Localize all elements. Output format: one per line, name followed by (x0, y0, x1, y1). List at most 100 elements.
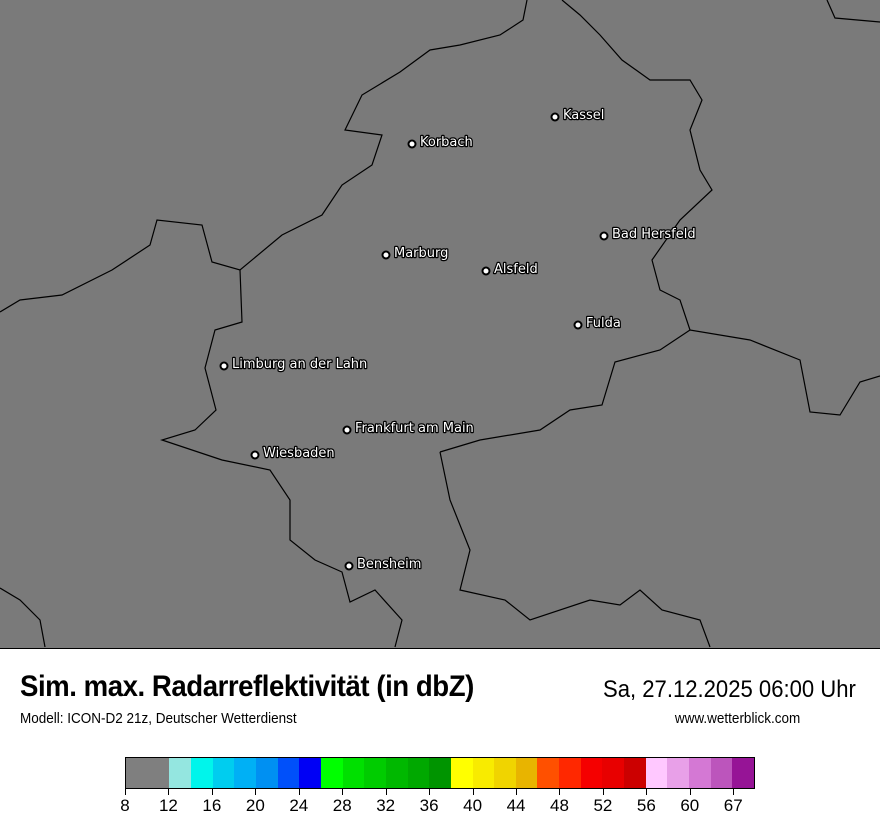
tick-mark (733, 789, 735, 795)
city-label: Fulda (586, 316, 621, 331)
tick-mark (168, 789, 170, 795)
tick-label: 8 (120, 796, 130, 815)
colorbar (125, 757, 755, 789)
border-north-west (0, 0, 528, 313)
city-dot-icon (342, 425, 352, 435)
city-dot-icon (344, 561, 354, 571)
colorbar-segment (667, 758, 690, 788)
tick-label: 24 (289, 796, 309, 815)
city-label: Bad Hersfeld (612, 227, 696, 242)
colorbar-segment (602, 758, 625, 788)
colorbar-segment (645, 758, 668, 788)
city-label: Alsfeld (494, 262, 538, 277)
city-dot-icon (550, 112, 560, 122)
colorbar-segment (624, 758, 646, 788)
city-dot-icon (481, 266, 491, 276)
border-south-east (439, 451, 711, 648)
map-svg: Kassel Korbach Bad Hersfeld Marburg Alsfeld F… (0, 0, 880, 648)
website-link[interactable]: www.wetterblick.com (674, 710, 800, 727)
colorbar-segment (169, 758, 191, 788)
colorbar-segment (689, 758, 711, 788)
tick-mark (602, 789, 604, 795)
tick-mark (472, 789, 474, 795)
tick-mark (385, 789, 387, 795)
city-bensheim: Bensheim (344, 556, 423, 573)
city-wiesbaden: Wiesbaden (250, 445, 336, 462)
tick-label: 12 (158, 796, 178, 815)
colorbar-segment (515, 758, 538, 788)
colorbar-segment (580, 758, 603, 788)
border-west (160, 269, 403, 648)
border-south-west (0, 587, 46, 648)
tick-label: 28 (332, 796, 352, 815)
colorbar-segment (299, 758, 321, 788)
tick-label: 56 (636, 796, 656, 815)
city-label: Korbach (420, 135, 473, 150)
city-label: Marburg (394, 246, 448, 261)
colorbar-segment (234, 758, 256, 788)
tick-label: 48 (550, 796, 569, 815)
city-alsfeld: Alsfeld (481, 261, 539, 278)
colorbar-segment (407, 758, 430, 788)
city-limburg-an-der-lahn: Limburg an der Lahn (219, 356, 369, 373)
map-title: Sim. max. Radarreflektivität (in dbZ) (20, 670, 474, 703)
colorbar-segment (364, 758, 386, 788)
colorbar-segment (255, 758, 278, 788)
tick-label: 44 (506, 796, 526, 815)
tick-label: 32 (376, 796, 396, 815)
city-dot-icon (573, 320, 583, 330)
model-info: Modell: ICON-D2 21z, Deutscher Wetterdie… (20, 710, 297, 727)
colorbar-segment (320, 758, 343, 788)
colorbar-segment (710, 758, 733, 788)
city-label: Limburg an der Lahn (232, 357, 367, 372)
colorbar-segment (450, 758, 473, 788)
border-east (561, 0, 713, 331)
tick-label: 40 (463, 796, 483, 815)
colorbar-segment (385, 758, 408, 788)
tick-label: 60 (680, 796, 700, 815)
tick-mark (429, 789, 431, 795)
city-dot-icon (407, 139, 417, 149)
city-frankfurt-am-main: Frankfurt am Main (342, 420, 475, 437)
forecast-datetime: Sa, 27.12.2025 06:00 Uhr (603, 676, 856, 703)
tick-mark (211, 789, 213, 795)
tick-label: 52 (593, 796, 613, 815)
tick-mark (646, 789, 648, 795)
colorbar-segment (494, 758, 516, 788)
tick-mark (516, 789, 518, 795)
city-label: Kassel (563, 108, 604, 123)
colorbar-segment (342, 758, 365, 788)
city-dot-icon (599, 231, 609, 241)
colorbar-segment (190, 758, 213, 788)
city-markers: Kassel Korbach Bad Hersfeld Marburg Alsfeld F… (219, 107, 697, 573)
city-dot-icon (381, 250, 391, 260)
colorbar-ticks: 8 12 16 20 24 28 32 36 40 44 48 52 56 60 67 (0, 789, 880, 829)
city-label: Frankfurt am Main (355, 421, 474, 436)
city-label: Wiesbaden (263, 446, 335, 461)
colorbar-segment (559, 758, 581, 788)
colorbar-segment (277, 758, 300, 788)
tick-mark (689, 789, 691, 795)
border-north-east (826, 0, 880, 23)
tick-label: 36 (419, 796, 439, 815)
border-lines (0, 0, 880, 648)
city-dot-icon (219, 361, 229, 371)
colorbar-segment (126, 758, 170, 788)
colorbar-segment (472, 758, 495, 788)
city-korbach: Korbach (407, 134, 474, 151)
tick-label: 16 (202, 796, 222, 815)
radar-map: Kassel Korbach Bad Hersfeld Marburg Alsfeld F… (0, 0, 880, 649)
colorbar-segment (537, 758, 560, 788)
colorbar-segment (429, 758, 451, 788)
city-marburg: Marburg (381, 245, 450, 262)
colorbar-segment (212, 758, 235, 788)
city-dot-icon (250, 450, 260, 460)
city-bad-hersfeld: Bad Hersfeld (599, 226, 697, 243)
city-label: Bensheim (357, 557, 421, 572)
tick-mark (342, 789, 344, 795)
tick-label: 67 (723, 796, 743, 815)
tick-mark (298, 789, 300, 795)
tick-label: 20 (245, 796, 265, 815)
colorbar-segment (732, 758, 755, 788)
border-east-south (439, 329, 880, 453)
